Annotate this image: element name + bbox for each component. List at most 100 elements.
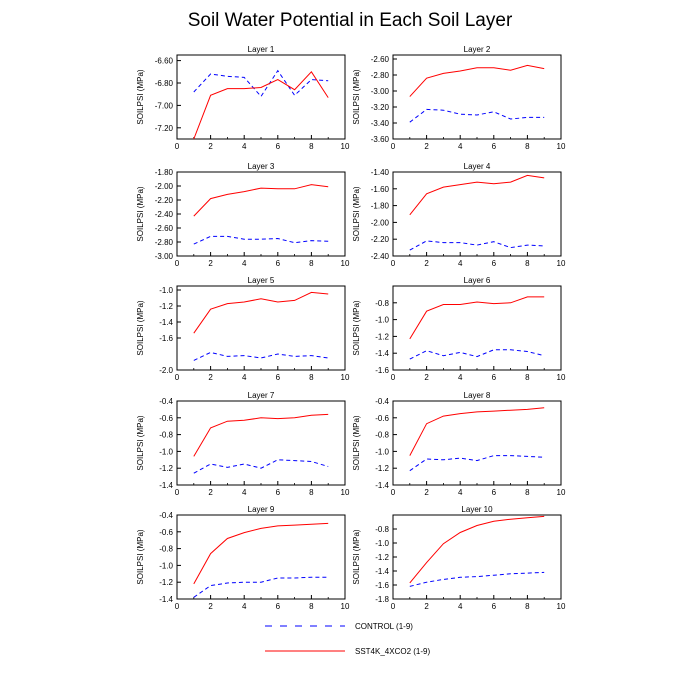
layer-2-sst4k-4xco2-line (409, 64, 545, 97)
layer-4-x-tick-label: 10 (557, 259, 566, 268)
layer-4-title: Layer 4 (464, 162, 491, 171)
layer-10-control-line (409, 571, 545, 587)
layer-10-y-tick-label: -1.6 (375, 581, 389, 590)
layer-8-plot-frame (392, 400, 562, 486)
layer-2-x-tick-label: 6 (492, 142, 497, 151)
layer-4-sst4k-4xco2-line (409, 174, 545, 216)
layer-6-sst4k-4xco2-line (409, 296, 545, 340)
layer-7-y-tick-label: -1.2 (159, 464, 173, 473)
layer-8-y-tick-label: -1.0 (375, 447, 389, 456)
layer-2-control-line (409, 108, 545, 123)
layer-9-y-tick-label: -0.4 (159, 511, 173, 520)
layer-6-control-line (409, 349, 545, 360)
layer-7-x-tick-label: 8 (309, 488, 314, 497)
layer-9-x-tick-label: 4 (242, 602, 247, 611)
layer-9-y-tick-label: -1.2 (159, 578, 173, 587)
layer-3-title: Layer 3 (248, 162, 275, 171)
layer-2-x-tick-label: 0 (391, 142, 396, 151)
layer-8-y-tick-label: -0.8 (375, 431, 389, 440)
layer-5-y-tick-label: -1.2 (159, 302, 173, 311)
layer-3-y-axis-label: SOILPSI (MPa) (136, 186, 145, 241)
layer-8-x-tick-label: 8 (525, 488, 530, 497)
layer-7-y-tick-label: -0.8 (159, 431, 173, 440)
layer-6-x-tick-label: 0 (391, 373, 396, 382)
layer-10-title: Layer 10 (461, 505, 493, 514)
layer-1-y-axis-label: SOILPSI (MPa) (136, 69, 145, 124)
layer-6-y-tick-label: -0.8 (375, 299, 389, 308)
layer-8-x-tick-label: 2 (424, 488, 429, 497)
layer-7-title: Layer 7 (248, 391, 275, 400)
layer-8-y-tick-label: -0.6 (375, 414, 389, 423)
layer-9-sst4k-4xco2-line (193, 522, 329, 585)
layer-4-y-tick-label: -2.00 (371, 218, 390, 227)
layer-7-y-tick-label: -0.4 (159, 397, 173, 406)
layer-10-x-tick-label: 0 (391, 602, 396, 611)
layer-7-control-line (193, 459, 329, 474)
layer-7-y-axis-label: SOILPSI (MPa) (136, 415, 145, 470)
layer-10-x-tick-label: 6 (492, 602, 497, 611)
layer-3-control-line (193, 235, 329, 245)
layer-8-y-tick-label: -1.4 (375, 481, 389, 490)
layer-6-x-tick-label: 6 (492, 373, 497, 382)
layer-4-x-tick-label: 4 (458, 259, 463, 268)
layer-1-title: Layer 1 (248, 45, 275, 54)
layer-8-x-tick-label: 4 (458, 488, 463, 497)
layer-6-plot-frame (392, 285, 562, 371)
layer-3-x-tick-label: 6 (276, 259, 281, 268)
layer-2-y-tick-label: -2.60 (371, 55, 390, 64)
legend-sst4k-4xco2-label: SST4K_4XCO2 (1-9) (355, 647, 430, 656)
layer-4-x-tick-label: 8 (525, 259, 530, 268)
layer-1-y-tick-label: -7.20 (155, 124, 174, 133)
layer-7-y-tick-label: -0.6 (159, 414, 173, 423)
layer-6-x-tick-label: 4 (458, 373, 463, 382)
layer-3-y-tick-label: -1.80 (155, 168, 174, 177)
layer-4-y-tick-label: -1.40 (371, 168, 390, 177)
layer-9-y-axis-label: SOILPSI (MPa) (136, 529, 145, 584)
layer-6-x-tick-label: 8 (525, 373, 530, 382)
layer-2-x-tick-label: 10 (557, 142, 566, 151)
layer-5-y-axis-label: SOILPSI (MPa) (136, 300, 145, 355)
layer-6-y-axis-label: SOILPSI (MPa) (352, 300, 361, 355)
layer-3-x-tick-label: 8 (309, 259, 314, 268)
layer-7-x-tick-label: 2 (208, 488, 213, 497)
layer-9-control-line (193, 576, 329, 598)
layer-3-x-tick-label: 0 (175, 259, 180, 268)
layer-3-y-tick-label: -2.60 (155, 224, 174, 233)
layer-5-x-tick-label: 4 (242, 373, 247, 382)
layer-6-title: Layer 6 (464, 276, 491, 285)
layer-7-x-tick-label: 0 (175, 488, 180, 497)
layer-4-control-line (409, 240, 545, 251)
layer-3-y-tick-label: -3.00 (155, 252, 174, 261)
layer-8-control-line (409, 455, 545, 472)
layer-10-y-tick-label: -1.2 (375, 553, 389, 562)
layer-9-y-tick-label: -1.0 (159, 561, 173, 570)
layer-10-x-tick-label: 8 (525, 602, 530, 611)
legend-control-label: CONTROL (1-9) (355, 622, 413, 631)
layer-8-y-tick-label: -0.4 (375, 397, 389, 406)
layer-3-y-tick-label: -2.40 (155, 210, 174, 219)
layer-1-x-tick-label: 0 (175, 142, 180, 151)
layer-1-plot-frame (176, 54, 346, 140)
layer-1-x-tick-label: 6 (276, 142, 281, 151)
layer-5-x-tick-label: 8 (309, 373, 314, 382)
layer-4-x-tick-label: 2 (424, 259, 429, 268)
layer-1-x-tick-label: 10 (341, 142, 350, 151)
layer-9-x-tick-label: 6 (276, 602, 281, 611)
layer-5-y-tick-label: -2.0 (159, 366, 173, 375)
layer-4-y-tick-label: -1.60 (371, 185, 390, 194)
layer-1-y-tick-label: -7.00 (155, 101, 174, 110)
layer-5-title: Layer 5 (248, 276, 275, 285)
layer-10-sst4k-4xco2-line (409, 515, 545, 584)
layer-5-x-tick-label: 0 (175, 373, 180, 382)
layer-1-y-tick-label: -6.60 (155, 57, 174, 66)
layer-7-sst4k-4xco2-line (193, 413, 329, 457)
layer-3-sst4k-4xco2-line (193, 184, 329, 217)
layer-4-y-tick-label: -2.40 (371, 252, 390, 261)
layer-2-x-tick-label: 8 (525, 142, 530, 151)
layer-6-y-tick-label: -1.0 (375, 316, 389, 325)
layer-1-control-line (193, 69, 329, 98)
chart-main-title: Soil Water Potential in Each Soil Layer (187, 10, 513, 31)
layer-6-y-tick-label: -1.2 (375, 332, 389, 341)
layer-3-x-tick-label: 4 (242, 259, 247, 268)
layer-1-sst4k-4xco2-line (193, 70, 329, 140)
